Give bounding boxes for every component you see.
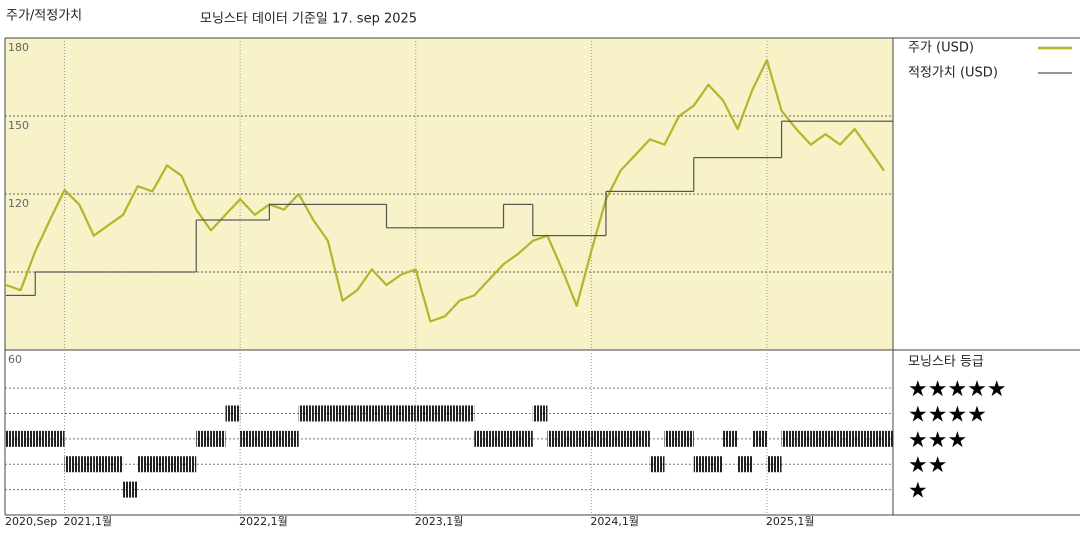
x-tick-label: 2022,1월 [239,515,288,528]
y-tick-label: 60 [8,353,22,366]
rating-bar [679,430,694,447]
legend-label: 주가 (USD) [908,41,974,56]
rating-bar [386,405,402,422]
x-tick-label: 2025,1월 [766,515,815,528]
rating-bar [210,430,226,447]
rating-bar [620,430,636,447]
rating-label: ★★★★ [908,402,987,427]
rating-bar [269,430,285,447]
rating-title: 모닝스타 등급 [908,355,984,370]
rating-bar [810,430,826,447]
rating-bar [723,430,738,447]
rating-bar [562,430,577,447]
rating-bar [225,405,241,422]
rating-bar [752,430,767,447]
x-tick-label: 2023,1월 [415,515,464,528]
rating-bar [240,430,255,447]
rating-label: ★ [908,479,928,504]
rating-bar [459,405,475,422]
rating-bar [693,456,709,473]
rating-bar [488,430,504,447]
rating-bar [64,456,80,473]
rating-bar [532,405,548,422]
rating-bar [635,430,650,447]
rating-bar [196,430,211,447]
rating-bar [35,430,50,447]
rating-bar [576,430,592,447]
x-tick-label: 2024,1월 [590,515,639,528]
rating-bar [518,430,533,447]
rating-bar [166,456,182,473]
rating-label: ★★★ [908,428,967,453]
rating-bar [781,430,797,447]
rating-bar [605,430,621,447]
rating-bar [825,430,841,447]
rating-bar [708,456,724,473]
rating-bar [254,430,270,447]
rating-bar [79,456,94,473]
rating-bar [854,430,870,447]
rating-bar [284,430,299,447]
rating-bar [415,405,431,422]
rating-bar [474,430,489,447]
rating-bar [342,405,358,422]
rating-label: ★★ [908,453,947,478]
y-tick-label: 120 [8,197,29,210]
rating-bar [152,456,167,473]
rating-bar [401,405,416,422]
rating-bar [503,430,519,447]
rating-bar [796,430,811,447]
rating-bar [766,456,782,473]
y-tick-label: 180 [8,41,29,54]
rating-bar [649,456,665,473]
rating-bar [313,405,328,422]
y-tick-label: 150 [8,119,29,132]
rating-bar [869,430,884,447]
rating-bar [137,456,153,473]
rating-bar [108,456,124,473]
rating-bar [123,481,138,498]
rating-bar [327,405,343,422]
rating-bar [20,430,36,447]
rating-bar [591,430,606,447]
rating-bar [298,405,314,422]
frame [4,37,1080,516]
legend-label: 적정가치 (USD) [908,66,998,81]
chart-title: 주가/적정가치 [6,9,82,24]
rating-bar [664,430,680,447]
rating-bar [6,430,21,447]
rating-bar [357,405,372,422]
x-tick-label: 2020,Sep [5,515,57,528]
rating-bar [737,456,753,473]
price-line [5,59,885,323]
rating-bar [181,456,197,473]
rating-bar [840,430,855,447]
chart-subtitle: 모닝스타 데이터 기준일 17. sep 2025 [200,12,417,27]
rating-bar [445,405,460,422]
rating-bar [93,456,109,473]
rating-label: ★★★★★ [908,377,1007,402]
rating-bar [49,430,65,447]
rating-bar [884,430,893,447]
rating-bar [371,405,387,422]
x-tick-label: 2021,1월 [64,515,113,528]
rating-bar [547,430,563,447]
rating-bar [430,405,445,422]
